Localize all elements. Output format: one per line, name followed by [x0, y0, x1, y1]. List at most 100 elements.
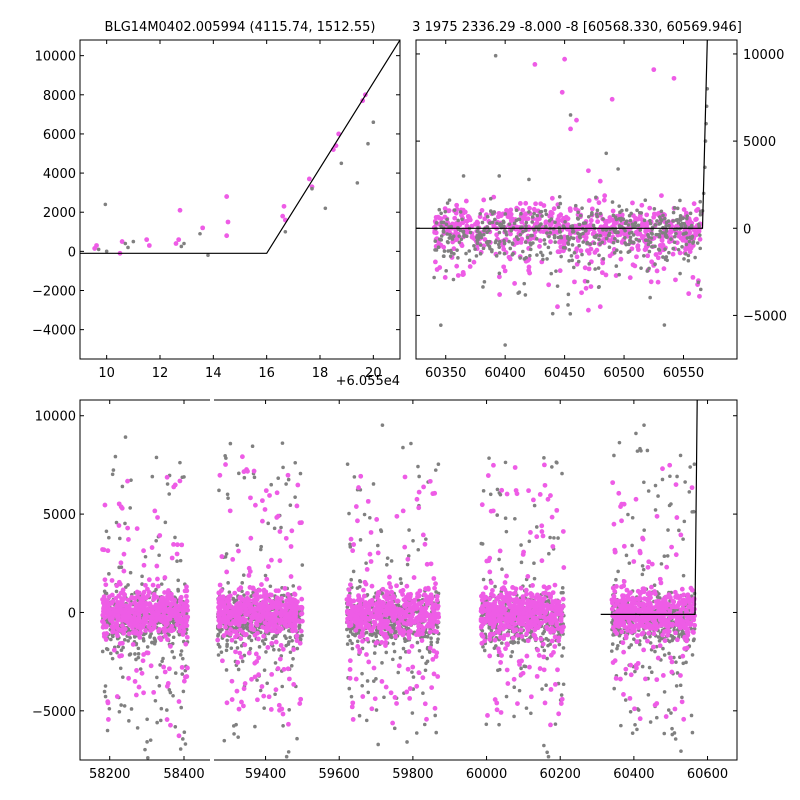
- p1-ytick-label: 2000: [43, 206, 76, 221]
- data-point: [496, 242, 501, 247]
- data-point: [269, 482, 274, 487]
- data-point: [148, 738, 153, 742]
- data-point: [122, 626, 128, 632]
- data-point: [347, 582, 353, 588]
- data-point: [218, 629, 222, 634]
- data-point: [265, 681, 269, 686]
- data-point: [176, 699, 182, 704]
- data-point: [646, 242, 651, 247]
- data-point: [349, 694, 354, 699]
- data-point: [262, 507, 268, 512]
- data-point: [502, 241, 507, 246]
- data-point: [411, 575, 417, 580]
- data-point: [607, 217, 613, 223]
- data-point: [561, 646, 566, 650]
- data-point: [546, 638, 551, 642]
- data-point: [294, 503, 300, 509]
- data-point: [503, 460, 508, 465]
- data-point: [273, 600, 279, 606]
- data-point: [680, 237, 686, 243]
- data-point: [232, 732, 236, 736]
- data-point: [351, 569, 356, 574]
- data-point: [469, 234, 475, 240]
- data-point: [523, 664, 528, 669]
- data-point: [161, 664, 167, 670]
- data-point: [439, 234, 444, 238]
- data-point: [173, 241, 179, 246]
- data-point: [294, 633, 300, 639]
- data-point: [144, 237, 150, 243]
- data-point: [493, 217, 497, 222]
- data-point: [176, 578, 181, 583]
- data-point: [647, 266, 651, 271]
- data-point: [399, 581, 404, 586]
- data-point: [289, 528, 295, 534]
- data-point: [299, 520, 304, 526]
- data-point: [371, 665, 377, 671]
- data-point: [253, 502, 258, 508]
- data-point: [563, 219, 567, 224]
- data-point: [623, 236, 627, 240]
- data-point: [292, 591, 297, 597]
- data-point: [229, 678, 235, 684]
- data-point: [171, 635, 176, 640]
- data-point: [648, 221, 653, 226]
- data-point: [416, 464, 420, 469]
- data-point: [141, 616, 147, 622]
- data-point: [101, 603, 107, 609]
- data-point: [657, 242, 663, 248]
- data-point: [248, 535, 254, 541]
- data-point: [691, 201, 697, 207]
- data-point: [151, 594, 157, 599]
- data-point: [126, 583, 130, 587]
- data-point: [289, 663, 294, 668]
- data-point: [648, 295, 652, 300]
- p2-xtick-label: 60550: [663, 366, 704, 381]
- data-point: [507, 239, 511, 244]
- data-point: [593, 267, 597, 271]
- data-point: [262, 668, 267, 672]
- data-point: [129, 595, 135, 601]
- data-point: [677, 250, 683, 256]
- data-point: [155, 515, 160, 520]
- data-point: [158, 718, 163, 723]
- data-point: [172, 482, 178, 488]
- data-point: [535, 213, 540, 218]
- data-point: [174, 622, 180, 628]
- data-point: [591, 230, 597, 235]
- data-point: [223, 555, 228, 559]
- data-point: [248, 618, 253, 624]
- data-point: [364, 636, 370, 642]
- data-point: [618, 256, 624, 262]
- data-point: [180, 656, 185, 661]
- data-point: [148, 663, 154, 669]
- data-point: [183, 742, 188, 746]
- data-point: [183, 618, 189, 623]
- data-point: [358, 473, 364, 479]
- data-point: [109, 637, 113, 642]
- data-point: [152, 508, 158, 514]
- data-point: [499, 641, 504, 645]
- data-point: [425, 585, 431, 591]
- data-point: [541, 667, 547, 673]
- data-point: [477, 214, 483, 220]
- data-point: [242, 681, 248, 686]
- data-point: [262, 594, 268, 600]
- data-point: [517, 201, 523, 206]
- data-point: [258, 688, 263, 693]
- data-point: [497, 557, 501, 562]
- data-point: [146, 590, 152, 595]
- data-point: [232, 608, 238, 614]
- data-point: [175, 559, 179, 563]
- data-point: [264, 610, 270, 616]
- data-point: [538, 201, 544, 207]
- data-point: [253, 651, 259, 657]
- data-point: [232, 590, 238, 596]
- data-point: [180, 672, 185, 676]
- data-point: [508, 211, 514, 217]
- data-point: [135, 726, 140, 730]
- data-point: [433, 468, 438, 472]
- data-point: [555, 217, 561, 222]
- data-point: [423, 597, 429, 603]
- data-point: [482, 280, 487, 284]
